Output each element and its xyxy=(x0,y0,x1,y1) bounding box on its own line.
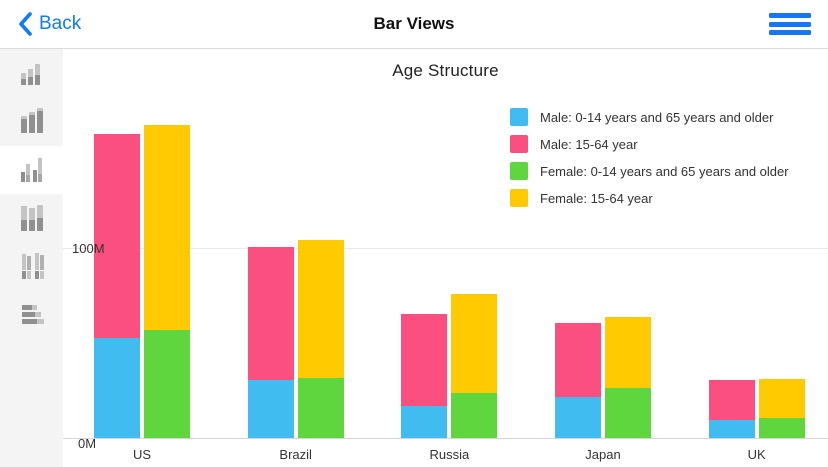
gridline-100m xyxy=(63,248,828,249)
bar-segment xyxy=(708,379,755,420)
bar-segment xyxy=(708,419,755,438)
bar-segment xyxy=(401,406,448,438)
bar-male-us[interactable] xyxy=(94,134,140,438)
hamburger-icon xyxy=(769,13,811,18)
plot-area: 100M 0M US Brazil Russia Japan UK xyxy=(63,49,828,467)
legend-swatch-icon xyxy=(510,162,528,180)
sidebar-item-stacked-bar[interactable] xyxy=(0,97,63,145)
bar-male-uk[interactable] xyxy=(708,379,755,438)
bar-segment xyxy=(297,378,344,438)
bar-segment xyxy=(758,418,805,438)
bar-segment xyxy=(94,134,140,339)
bar-female-japan[interactable] xyxy=(605,316,652,438)
legend-swatch-icon xyxy=(510,135,528,153)
sidebar-item-horizontal-bar[interactable] xyxy=(0,291,63,339)
bar-male-japan[interactable] xyxy=(555,323,602,438)
bar-segment xyxy=(401,314,448,407)
sidebar-item-grouped-bar[interactable] xyxy=(0,49,63,97)
bar-female-us[interactable] xyxy=(144,125,190,438)
legend-item[interactable]: Female: 15-64 year xyxy=(510,189,789,207)
back-button-label: Back xyxy=(39,13,82,34)
bar-segment xyxy=(555,323,602,397)
chart-title: Age Structure xyxy=(392,61,499,80)
bar-female-russia[interactable] xyxy=(451,294,498,438)
legend-label: Male: 15-64 year xyxy=(540,136,638,152)
x-axis-label-brazil: Brazil xyxy=(279,447,312,462)
horizontal-bar-chart-thumbnail-icon xyxy=(21,304,44,324)
x-axis-label-uk: UK xyxy=(747,447,766,462)
x-axis-line xyxy=(63,438,828,439)
chevron-left-icon xyxy=(19,12,32,36)
legend-item[interactable]: Male: 15-64 year xyxy=(510,135,789,153)
page-title: Bar Views xyxy=(373,14,455,33)
bar-segment xyxy=(451,294,498,393)
chart-content: Age Structure Male: 0-14 years and 65 ye… xyxy=(63,49,828,467)
x-axis-label-us: US xyxy=(132,447,152,462)
back-button[interactable]: Back xyxy=(18,0,81,48)
grouped-bar-chart-thumbnail-icon xyxy=(20,64,40,86)
y-axis-tick-100m: 100M xyxy=(72,241,105,256)
x-axis-label-russia: Russia xyxy=(429,447,470,462)
sidebar-item-tall-stacked-bar[interactable] xyxy=(0,194,63,242)
bar-segment xyxy=(144,330,190,438)
legend-item[interactable]: Female: 0-14 years and 65 years and olde… xyxy=(510,162,789,180)
bar-segment xyxy=(758,379,805,419)
bar-female-brazil[interactable] xyxy=(297,240,344,438)
bar-segment xyxy=(297,240,344,378)
bar-chart-thumbnail-icon xyxy=(20,157,42,182)
y-axis-tick-0m: 0M xyxy=(78,436,97,451)
stacked-bar-chart-thumbnail-icon xyxy=(20,108,43,134)
chart-legend: Male: 0-14 years and 65 years and older M… xyxy=(510,108,789,216)
bar-segment xyxy=(451,392,498,438)
bar-segment xyxy=(247,246,294,381)
legend-swatch-icon xyxy=(510,108,528,126)
sidebar-item-bar-views[interactable] xyxy=(0,145,63,194)
bar-segment xyxy=(605,388,652,438)
menu-button[interactable] xyxy=(769,13,811,35)
bar-segment xyxy=(555,396,602,438)
bar-segment xyxy=(94,338,140,438)
legend-swatch-icon xyxy=(510,189,528,207)
tall-stacked-bar-chart-thumbnail-icon xyxy=(20,205,43,232)
legend-label: Female: 0-14 years and 65 years and olde… xyxy=(540,163,789,179)
bar-male-russia[interactable] xyxy=(401,314,448,438)
bar-female-uk[interactable] xyxy=(758,379,805,438)
sidebar-item-split-bar[interactable] xyxy=(0,242,63,290)
bar-segment xyxy=(605,316,652,388)
split-bar-chart-thumbnail-icon xyxy=(21,253,44,280)
bar-segment xyxy=(247,380,294,438)
x-axis-label-japan: Japan xyxy=(585,447,621,462)
legend-item[interactable]: Male: 0-14 years and 65 years and older xyxy=(510,108,789,126)
legend-label: Female: 15-64 year xyxy=(540,190,653,206)
legend-label: Male: 0-14 years and 65 years and older xyxy=(540,109,774,125)
navigation-bar: Bar Views Back xyxy=(0,0,828,49)
bar-segment xyxy=(144,125,190,331)
chart-type-sidebar xyxy=(0,49,63,467)
bar-male-brazil[interactable] xyxy=(247,246,294,438)
